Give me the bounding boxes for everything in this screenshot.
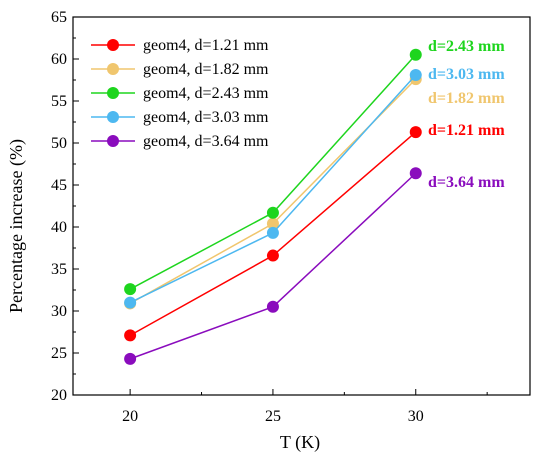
y-axis: 20 25 30 35 40 45 50 55 60 65	[51, 9, 79, 404]
legend-marker	[107, 111, 119, 123]
data-point	[266, 300, 279, 313]
y-tick-label: 35	[51, 261, 67, 278]
data-point	[409, 48, 422, 61]
data-point	[409, 126, 422, 139]
series-layer	[124, 48, 422, 365]
data-point	[124, 296, 137, 309]
series-annotation: d=3.03 mm	[428, 66, 505, 83]
legend-label: geom4, d=2.43 mm	[143, 85, 269, 102]
data-point	[124, 283, 137, 296]
legend-marker	[107, 63, 119, 75]
y-tick-label: 25	[51, 345, 67, 362]
y-tick-label: 50	[51, 135, 67, 152]
y-tick-label: 30	[51, 303, 67, 320]
y-axis-title: Percentage increase (%)	[6, 139, 27, 313]
x-axis-title: T (K)	[280, 432, 320, 453]
data-point	[124, 352, 137, 365]
legend-label: geom4, d=1.82 mm	[143, 61, 269, 78]
legend-marker	[107, 135, 119, 147]
data-point	[266, 226, 279, 239]
data-point	[409, 167, 422, 180]
legend-label: geom4, d=1.21 mm	[143, 37, 269, 54]
annotations: d=2.43 mm d=3.03 mm d=1.82 mm d=1.21 mm d=3.…	[428, 38, 505, 191]
y-tick-label: 45	[51, 177, 67, 194]
data-point	[266, 206, 279, 219]
series-annotation: d=1.21 mm	[428, 122, 505, 139]
x-tick-label: 20	[122, 408, 138, 425]
data-point	[266, 249, 279, 262]
x-tick-label: 30	[408, 408, 424, 425]
y-tick-label: 65	[51, 9, 67, 26]
series-annotation: d=3.64 mm	[428, 174, 505, 191]
y-tick-label: 40	[51, 219, 67, 236]
x-axis: 20 25 30	[122, 389, 488, 425]
data-point	[266, 217, 279, 230]
data-point	[409, 68, 422, 81]
legend-marker	[107, 87, 119, 99]
x-tick-label: 25	[265, 408, 281, 425]
legend-label: geom4, d=3.64 mm	[143, 133, 269, 150]
y-tick-label: 20	[51, 387, 67, 404]
series-annotation: d=2.43 mm	[428, 38, 505, 55]
legend: geom4, d=1.21 mm geom4, d=1.82 mm geom4, d…	[91, 37, 269, 150]
y-tick-label: 60	[51, 51, 67, 68]
legend-marker	[107, 39, 119, 51]
series-annotation: d=1.82 mm	[428, 90, 505, 107]
data-point	[124, 329, 137, 342]
y-tick-label: 55	[51, 93, 67, 110]
legend-label: geom4, d=3.03 mm	[143, 109, 269, 126]
